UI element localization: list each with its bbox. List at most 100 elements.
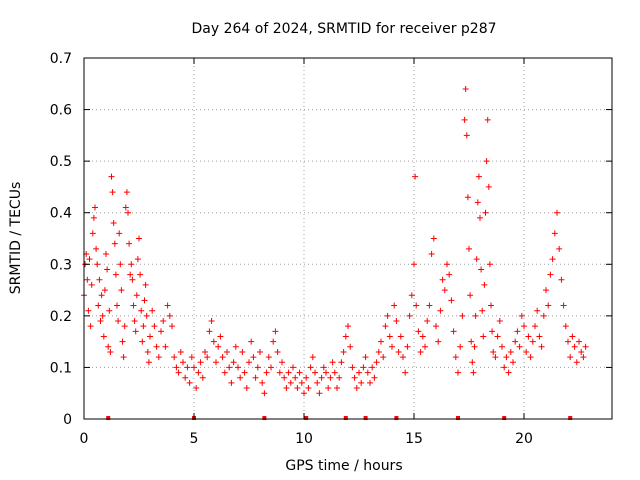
data-point — [199, 374, 206, 381]
data-point — [510, 359, 516, 366]
data-point — [115, 318, 122, 325]
data-point — [224, 348, 230, 355]
data-point — [184, 364, 191, 371]
data-point — [375, 348, 382, 355]
data-point — [215, 343, 222, 350]
data-point — [142, 281, 149, 288]
data-point — [529, 338, 536, 345]
data-point — [331, 369, 338, 376]
data-point — [494, 333, 501, 340]
data-point — [482, 209, 489, 216]
data-point — [472, 312, 479, 319]
data-point — [336, 374, 343, 381]
data-point — [193, 385, 200, 392]
data-point — [545, 302, 552, 309]
data-point — [345, 323, 351, 330]
data-point — [461, 116, 468, 123]
data-point — [556, 245, 563, 252]
data-point — [143, 312, 150, 319]
data-point — [97, 318, 104, 325]
data-point — [514, 328, 521, 335]
data-point — [169, 323, 175, 330]
data-point — [384, 312, 391, 319]
data-point — [298, 379, 305, 386]
data-point — [554, 209, 560, 216]
data-point — [173, 364, 180, 371]
data-point — [484, 116, 491, 123]
data-point — [106, 307, 113, 314]
data-point — [466, 245, 472, 252]
data-point — [501, 364, 508, 371]
x-tick-label: 10 — [295, 431, 313, 447]
data-point — [197, 359, 204, 366]
data-point — [112, 271, 119, 278]
data-point — [477, 214, 483, 221]
data-point — [448, 297, 455, 304]
y-tick-label: 0.5 — [50, 154, 72, 170]
gap-marker — [502, 416, 507, 420]
data-point — [486, 261, 493, 268]
y-tick-label: 0 — [63, 412, 72, 428]
data-point — [110, 220, 117, 227]
data-point — [171, 354, 178, 361]
data-point — [235, 364, 241, 371]
data-point — [505, 369, 512, 376]
data-point — [435, 338, 442, 345]
chart-title: Day 264 of 2024, SRMTID for receiver p28… — [191, 21, 496, 37]
data-point — [473, 256, 480, 263]
data-point — [523, 348, 530, 355]
data-point — [386, 333, 393, 340]
data-point — [562, 323, 569, 330]
data-point — [327, 374, 334, 381]
data-point — [419, 333, 426, 340]
data-point — [547, 271, 554, 278]
data-point — [314, 379, 321, 386]
data-point — [569, 333, 576, 340]
gap-marker — [363, 416, 368, 420]
y-tick-labels: 0 0.1 0.2 0.3 0.4 0.5 0.6 0.7 — [50, 51, 72, 428]
data-point — [160, 318, 167, 325]
data-point — [219, 354, 226, 361]
data-point — [145, 359, 152, 366]
data-point — [312, 369, 318, 376]
data-point — [325, 385, 332, 392]
data-point — [469, 359, 476, 366]
data-point — [208, 318, 215, 325]
data-point — [428, 250, 435, 257]
data-points — [81, 85, 589, 397]
data-point — [140, 323, 147, 330]
data-point — [265, 354, 272, 361]
y-tick-label: 0.2 — [50, 309, 72, 325]
data-point — [468, 338, 475, 345]
data-point — [571, 343, 578, 350]
data-point — [467, 292, 474, 299]
data-point — [478, 266, 485, 273]
data-point — [202, 348, 208, 355]
data-point — [580, 354, 587, 361]
data-point — [108, 173, 115, 180]
data-point — [329, 359, 336, 366]
data-point — [565, 338, 571, 345]
data-point — [316, 390, 323, 397]
data-point — [492, 354, 499, 361]
data-point — [353, 385, 360, 392]
data-point — [279, 359, 285, 366]
data-point — [406, 312, 413, 319]
data-point — [536, 333, 543, 340]
data-point — [582, 343, 589, 350]
data-point — [360, 364, 367, 371]
data-point — [116, 230, 123, 237]
data-point — [534, 307, 541, 314]
data-point — [257, 348, 263, 355]
data-point — [283, 385, 290, 392]
data-point — [292, 374, 299, 381]
gap-marker — [106, 416, 111, 420]
data-point — [144, 348, 151, 355]
data-point — [276, 369, 283, 376]
data-point — [499, 343, 505, 350]
data-point — [175, 369, 182, 376]
data-point — [382, 323, 389, 330]
data-point — [127, 271, 134, 278]
data-point — [369, 364, 376, 371]
data-point — [158, 328, 164, 335]
